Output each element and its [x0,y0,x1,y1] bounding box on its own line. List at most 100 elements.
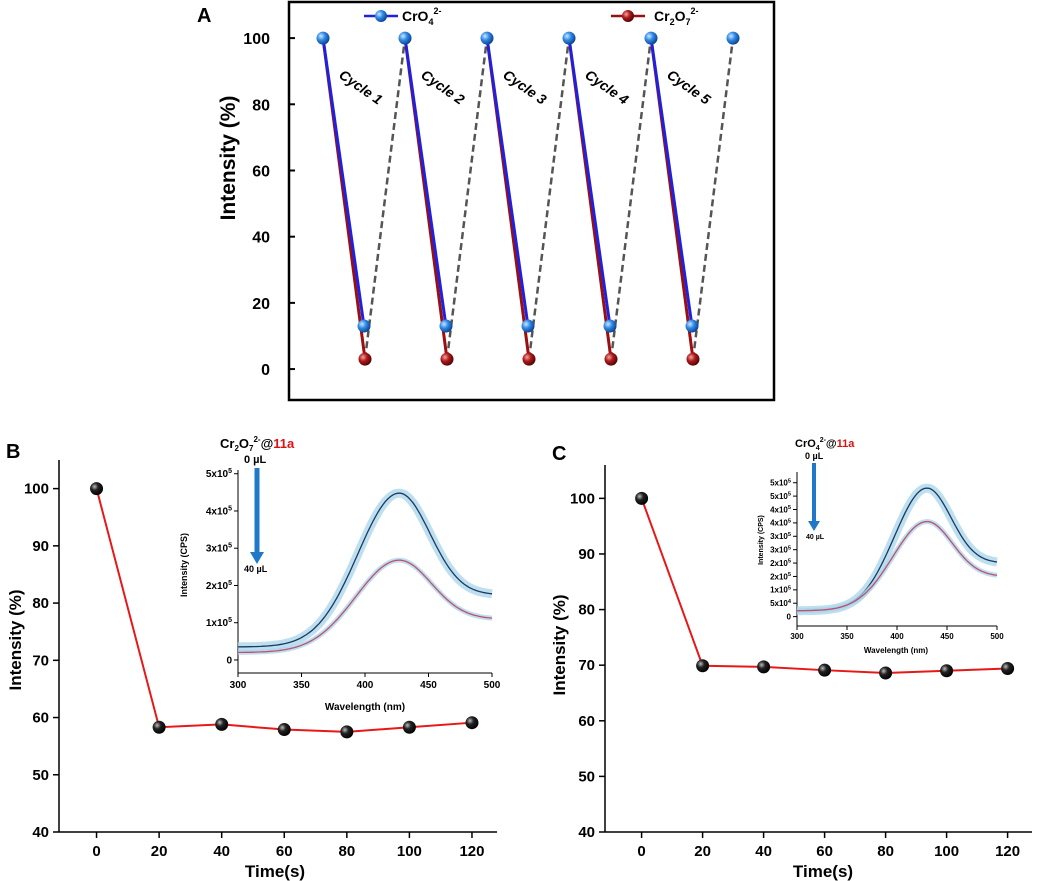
inset-y-tick-label: 2x105 [206,580,232,592]
inset-y-tick-label: 5x105 [770,478,791,487]
inset-x-tick-label: 400 [357,680,374,691]
panel-c-inset-xlabel: Wavelength (nm) [864,646,928,655]
x-tick-label: 20 [151,843,168,860]
recovery-dash-line [691,37,735,360]
inset-y-tick-mantissa: 0 [226,655,232,666]
cr2o7-marker [686,352,700,366]
inset-y-tick-exponent: 4 [788,599,792,605]
inset-y-tick-label: 2x105 [770,559,791,568]
inset-y-tick-mantissa: 4x10 [206,506,229,517]
panel-c-arrow-bottom-label: 40 µL [806,534,825,541]
inset-spectrum-line [797,520,998,612]
inset-y-tick-mantissa: 5x10 [770,599,788,608]
cro4-line-segment [485,37,530,327]
cr2o7-marker [440,352,454,366]
panel-a: A 0 20 40 60 80 100 Intensity (%) Cycle 1 Cycl… [197,0,776,402]
panel-c-inset-formula: CrO42-@11a [795,437,855,452]
inset-y-tick-exponent: 5 [788,532,791,538]
inset-y-tick-label: 4x105 [770,518,791,527]
data-point [215,717,229,731]
inset-y-tick-mantissa: 5x10 [770,492,788,501]
cro4-marker [521,319,535,333]
inset-y-tick-exponent: 5 [228,580,232,587]
y-tick-label: 80 [578,602,595,619]
panel-b-arrow-head [250,552,264,564]
x-tick-label: 120 [995,843,1020,860]
inset-y-tick-exponent: 5 [228,505,232,512]
inset-y-tick-exponent: 5 [228,543,232,550]
cycle-label: Cycle 1 [336,66,386,107]
inset-y-tick-label: 5x104 [770,599,792,608]
inset-y-tick-exponent: 5 [788,478,791,484]
inset-y-tick-label: 5x105 [206,468,232,480]
panel-a-y-axis: 0 20 40 60 80 100 [243,31,295,379]
legend-cro4-text: CrO42- [402,6,441,27]
data-point [940,664,954,678]
data-point [277,723,291,737]
data-point [402,720,416,734]
x-tick-label: 40 [213,843,230,860]
inset-y-tick-label: 4x105 [206,505,232,517]
y-tick-label: 80 [32,595,49,612]
cro4-marker [480,31,494,45]
inset-y-tick-mantissa: 1x10 [770,586,788,595]
data-point [879,666,893,680]
panel-c-series [635,491,1015,680]
y-tick-label: 40 [32,824,49,841]
data-point [1001,662,1015,676]
panel-b-label: B [6,441,20,463]
y-tick-label: 90 [32,538,49,555]
panel-c-arrow-top-label: 0 µL [805,451,824,461]
y-tick-label: 50 [578,768,595,785]
inset-y-tick-exponent: 5 [788,545,791,551]
cycle-label: Cycle 4 [582,66,632,107]
inset-y-tick-mantissa: 4x10 [770,505,788,514]
data-point [340,725,354,739]
inset-y-tick-label: 0 [787,612,792,621]
inset-y-tick-mantissa: 5x10 [206,469,229,480]
panel-a-ylabel: Intensity (%) [217,96,240,221]
panel-c-inset: 05x1041x1052x1052x1053x1053x1054x1054x10… [770,472,1004,641]
inset-y-tick-exponent: 5 [228,468,232,475]
recovery-dash-line [527,37,571,360]
cro4-marker [562,31,576,45]
y-tick-label: 90 [578,546,595,563]
y-tick-label: 100 [570,490,595,507]
x-tick-label: 0 [637,843,645,860]
inset-y-tick-label: 0 [226,655,232,666]
panel-b-ylabel: Intensity (%) [6,589,25,690]
recovery-dash-line [363,37,407,360]
inset-y-tick-label: 1x105 [770,585,791,594]
inset-y-tick-mantissa: 4x10 [770,519,788,528]
cycle-label: Cycle 3 [500,66,550,107]
inset-y-tick-mantissa: 2x10 [770,572,788,581]
panel-b-series [90,482,479,739]
panel-a-label: A [197,5,211,27]
inset-y-tick-mantissa: 1x10 [206,618,229,629]
inset-y-tick-exponent: 5 [788,492,791,498]
cycle-label: Cycle 5 [664,66,714,107]
inset-y-tick-label: 4x105 [770,505,791,514]
cro4-marker [685,319,699,333]
data-point [465,716,479,730]
panel-c-label: C [552,443,566,465]
inset-y-tick-exponent: 5 [788,559,791,565]
panel-b-inset-formula: Cr2O72-@11a [220,435,295,453]
x-tick-label: 80 [877,843,894,860]
inset-x-tick-label: 300 [790,632,804,641]
inset-y-tick-exponent: 5 [788,572,791,578]
x-tick-label: 60 [816,843,833,860]
panel-b-inset-ylabel: Intensity (CPS) [179,533,189,597]
inset-y-tick-mantissa: 2x10 [206,581,229,592]
panel-b-arrow-bottom-label: 40 µL [244,564,268,574]
inset-y-tick-mantissa: 5x10 [770,479,788,488]
cro4-marker [603,319,617,333]
y-tick-label: 100 [24,481,49,498]
x-tick-label: 20 [694,843,711,860]
cro4-marker [398,31,412,45]
legend-cro4-marker [375,10,387,22]
inset-y-tick-exponent: 5 [788,585,791,591]
